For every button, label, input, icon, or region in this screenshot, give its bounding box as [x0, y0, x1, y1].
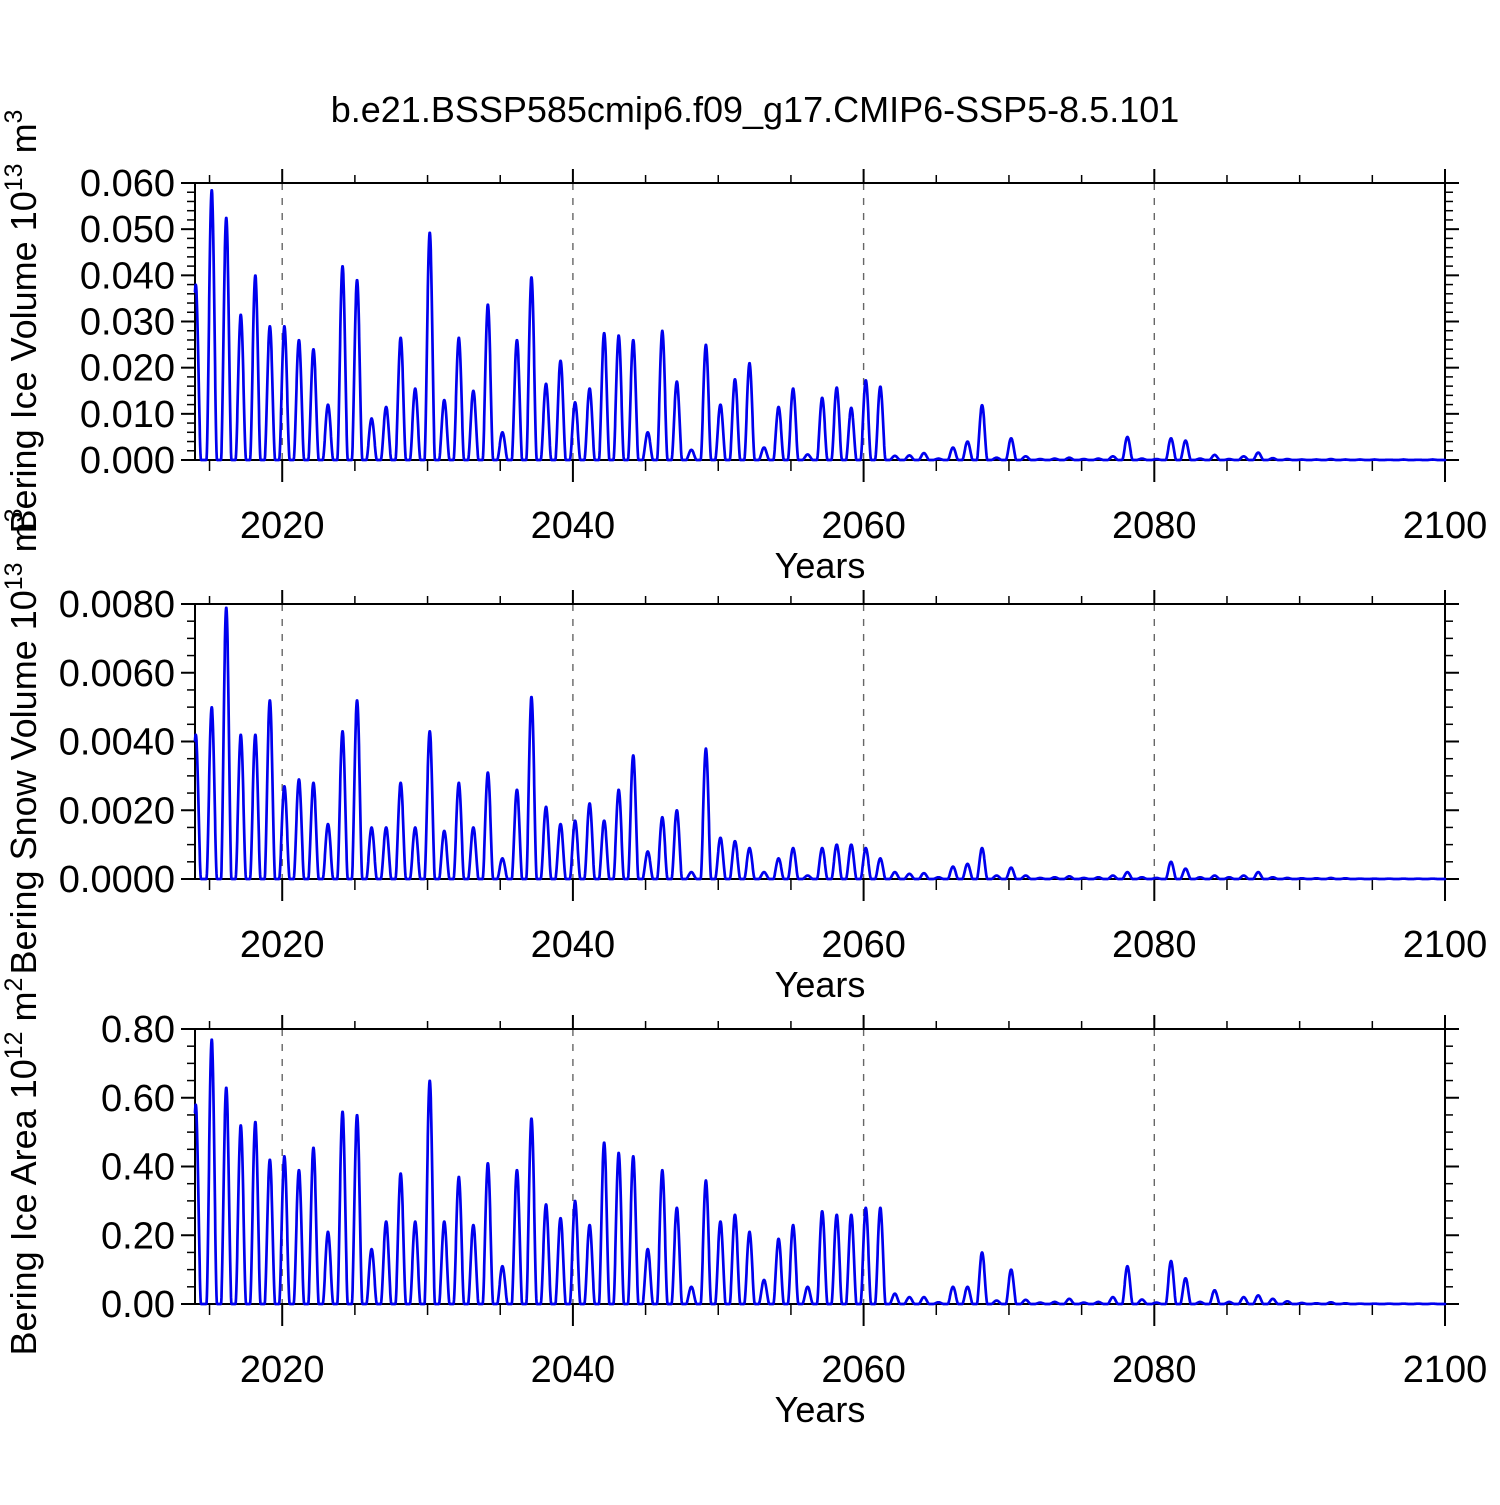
y-axis-title-text: Bering Ice Area 10: [3, 1059, 44, 1355]
plot-frame: [194, 603, 1446, 880]
x-tick-label: 2080: [1112, 505, 1197, 547]
y-axis-title: Bering Snow Volume 1013 m3: [0, 509, 44, 975]
x-tick-label: 2040: [531, 505, 616, 547]
y-axis-title-text: Bering Ice Volume 10: [3, 191, 44, 533]
y-axis-title-superscript: 12: [0, 1031, 28, 1059]
bering-ice-volume-series-line: [193, 189, 1447, 462]
y-tick-label: 0.20: [101, 1215, 175, 1257]
x-tick-label: 2100: [1403, 924, 1488, 966]
x-tick-label: 2020: [240, 924, 325, 966]
y-tick-label: 0.0040: [59, 722, 175, 764]
y-tick-label: 0.000: [80, 440, 175, 482]
panel-bering-snow-volume: 2020 2040 2060 2080 2100 0.0000 0.0020 0.0040 0.…: [0, 509, 1487, 1005]
y-tick-label: 0.040: [80, 255, 175, 297]
x-axis-title: Years: [775, 545, 866, 586]
x-tick-label: 2040: [531, 924, 616, 966]
panel-bering-ice-area: 2020 2040 2060 2080 2100 0.00 0.20 0.40 0.60 0.80…: [0, 978, 1487, 1430]
y-tick-label: 0.0000: [59, 859, 175, 901]
y-tick-label: 0.80: [101, 1009, 175, 1051]
y-axis-title-text: m: [3, 991, 44, 1031]
x-tick-label: 2040: [531, 1349, 616, 1391]
panels-group: 2020 2040 2060 2080 2100 0.0000.0100.0200.030…: [0, 110, 1487, 1430]
y-tick-label: 0.00: [101, 1284, 175, 1326]
x-tick-label: 2060: [821, 505, 906, 547]
y-axis-title-superscript: 3: [0, 110, 28, 124]
y-axis-title-superscript: 3: [0, 509, 28, 523]
x-tick-label: 2060: [821, 924, 906, 966]
x-tick-label: 2080: [1112, 924, 1197, 966]
y-tick-label: 0.60: [101, 1078, 175, 1120]
x-tick-label: 2020: [240, 1349, 325, 1391]
y-axis-title-superscript: 2: [0, 978, 28, 992]
y-axis-title: Bering Ice Volume 1013 m3: [0, 110, 44, 534]
x-axis-title: Years: [775, 964, 866, 1005]
y-tick-label: 0.010: [80, 394, 175, 436]
panel-bering-ice-volume: 2020 2040 2060 2080 2100 0.0000.0100.0200.030…: [0, 110, 1487, 586]
y-tick-label: 0.0020: [59, 790, 175, 832]
y-axis-title: Bering Ice Area 1012 m2: [0, 978, 44, 1356]
x-tick-label: 2060: [821, 1349, 906, 1391]
y-axis-title-text: m: [3, 522, 44, 562]
x-tick-label: 2100: [1403, 1349, 1488, 1391]
x-tick-label: 2100: [1403, 505, 1488, 547]
y-tick-label: 0.0080: [59, 584, 175, 626]
y-axis-title-text: Bering Snow Volume 10: [3, 590, 44, 974]
y-tick-label: 0.060: [80, 163, 175, 205]
y-tick-label: 0.050: [80, 209, 175, 251]
y-tick-label: 0.0060: [59, 653, 175, 695]
x-axis-title: Years: [775, 1389, 866, 1430]
bering-snow-volume-series-line: [193, 606, 1447, 881]
y-axis-title-superscript: 13: [0, 562, 28, 590]
y-axis-title-text: m: [3, 123, 44, 163]
y-tick-label: 0.020: [80, 348, 175, 390]
plot-title: b.e21.BSSP585cmip6.f09_g17.CMIP6-SSP5-8.…: [331, 89, 1180, 130]
y-axis-title-superscript: 13: [0, 163, 28, 191]
y-tick-label: 0.030: [80, 302, 175, 344]
x-tick-label: 2020: [240, 505, 325, 547]
bering-ice-area-series-line: [193, 1038, 1447, 1306]
y-tick-label: 0.40: [101, 1147, 175, 1189]
x-tick-label: 2080: [1112, 1349, 1197, 1391]
